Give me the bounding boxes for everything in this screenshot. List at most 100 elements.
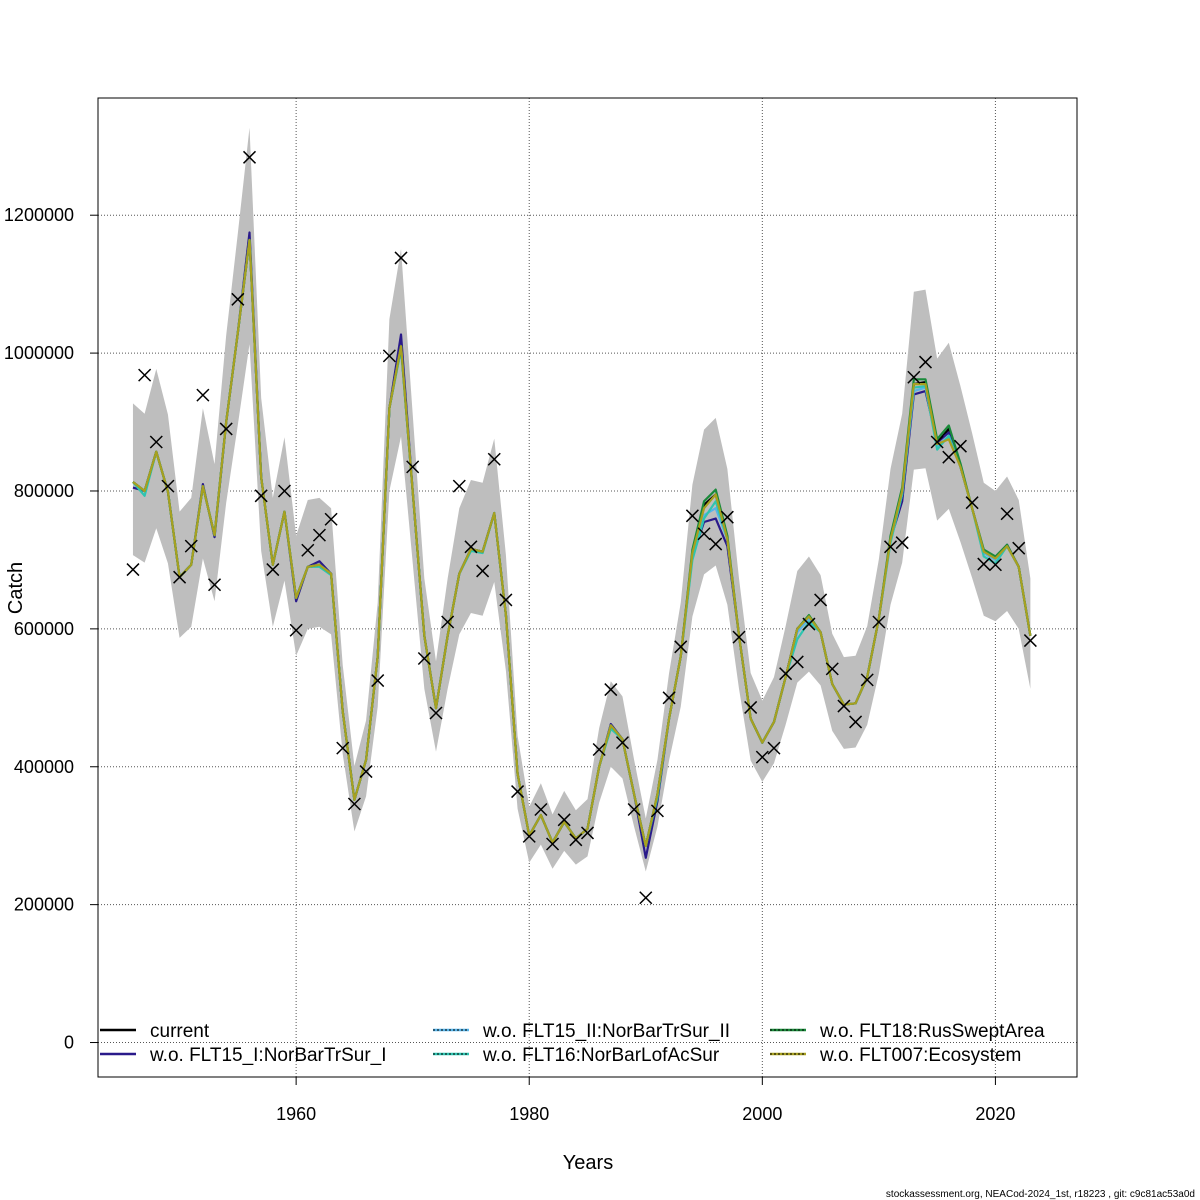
observed-marker	[382, 349, 396, 363]
footer-credit: stockassessment.org, NEACod-2024_1st, r1…	[886, 1189, 1195, 1200]
observed-marker	[709, 537, 723, 551]
observed-marker	[790, 655, 804, 669]
observed-marker	[336, 741, 350, 755]
observed-marker	[674, 640, 688, 654]
observed-point	[126, 563, 140, 577]
observed-marker	[277, 484, 292, 498]
observed-point	[790, 655, 804, 669]
observed-point	[522, 829, 536, 843]
observed-point	[242, 150, 257, 164]
observed-point	[755, 750, 769, 764]
observed-point	[441, 615, 455, 629]
observed-marker	[487, 452, 501, 466]
observed-point	[1023, 634, 1037, 648]
observed-point	[930, 435, 944, 449]
observed-point	[837, 699, 851, 713]
observed-marker	[615, 736, 629, 750]
observed-marker	[557, 813, 571, 827]
observed-marker	[394, 251, 408, 265]
observed-point	[814, 593, 828, 607]
observed-marker	[977, 557, 991, 571]
observed-point	[767, 741, 781, 755]
observed-point	[173, 570, 187, 584]
y-axis: 0 200000 400000 600000 800000 1000000 1200000	[4, 205, 98, 1053]
observed-marker	[464, 540, 478, 554]
observed-marker	[872, 615, 886, 629]
observed-marker	[895, 536, 909, 550]
observed-point	[277, 484, 292, 498]
observed-marker	[988, 558, 1002, 572]
observed-point	[511, 785, 525, 799]
observed-marker	[242, 150, 257, 164]
observed-marker	[371, 674, 385, 688]
observed-point	[697, 527, 711, 541]
observed-marker	[1023, 634, 1037, 648]
observed-marker	[546, 837, 560, 851]
observed-point	[825, 662, 839, 676]
observed-point	[394, 251, 408, 265]
observed-point	[138, 368, 152, 382]
observed-point	[161, 479, 175, 493]
observed-point	[231, 292, 245, 306]
observed-marker	[499, 593, 513, 607]
observed-point	[1000, 507, 1014, 521]
x-tick-label: 2000	[742, 1104, 782, 1124]
observed-point	[872, 615, 886, 629]
legend-item: w.o. FLT16:NorBarLofAcSur	[433, 1045, 720, 1066]
legend-label: current	[150, 1021, 210, 1042]
observed-marker	[837, 699, 851, 713]
observed-point	[953, 439, 967, 453]
observed-point	[580, 826, 595, 840]
observed-point	[977, 557, 991, 571]
observed-marker	[476, 564, 490, 578]
y-tick-label: 0	[64, 1033, 74, 1053]
observed-point	[895, 536, 909, 550]
observed-point	[254, 489, 268, 503]
observed-point	[476, 564, 490, 578]
observed-point	[650, 804, 664, 818]
observed-marker	[860, 673, 874, 687]
observed-marker	[138, 368, 152, 382]
observed-marker	[697, 527, 711, 541]
observed-point	[196, 388, 210, 402]
observed-point	[499, 593, 513, 607]
observed-marker	[452, 479, 466, 493]
observed-marker	[685, 509, 699, 523]
observed-point	[849, 715, 863, 729]
y-tick-label: 200000	[14, 895, 74, 915]
observed-marker	[592, 742, 606, 757]
observed-marker	[755, 750, 769, 764]
observed-marker	[744, 700, 758, 714]
observed-point	[615, 736, 629, 750]
observed-point	[324, 512, 338, 526]
observed-point	[301, 543, 315, 557]
observed-marker	[173, 570, 187, 584]
observed-marker	[650, 804, 664, 818]
legend-item: w.o. FLT15_II:NorBarTrSur_II	[433, 1021, 730, 1042]
observed-marker	[965, 496, 979, 510]
observed-point	[149, 435, 163, 449]
observed-marker	[511, 785, 525, 799]
observed-point	[639, 891, 653, 905]
observed-marker	[767, 741, 781, 755]
observed-marker	[814, 593, 828, 607]
observed-point	[592, 742, 606, 757]
y-tick-label: 400000	[14, 757, 74, 777]
observed-point	[744, 700, 758, 714]
observed-marker	[406, 460, 420, 474]
observed-marker	[289, 623, 303, 637]
y-axis-label: Catch	[5, 562, 27, 614]
observed-marker	[604, 683, 618, 697]
observed-marker	[149, 435, 163, 449]
observed-marker	[324, 512, 338, 526]
x-tick-label: 1980	[509, 1104, 549, 1124]
observed-point	[918, 355, 933, 369]
observed-marker	[184, 539, 198, 553]
observed-marker	[347, 797, 361, 811]
observed-point	[685, 509, 699, 523]
observed-point	[557, 813, 571, 827]
observed-marker	[930, 435, 944, 449]
observed-marker	[219, 422, 233, 436]
observed-marker	[918, 355, 933, 369]
x-tick-label: 1960	[276, 1104, 316, 1124]
